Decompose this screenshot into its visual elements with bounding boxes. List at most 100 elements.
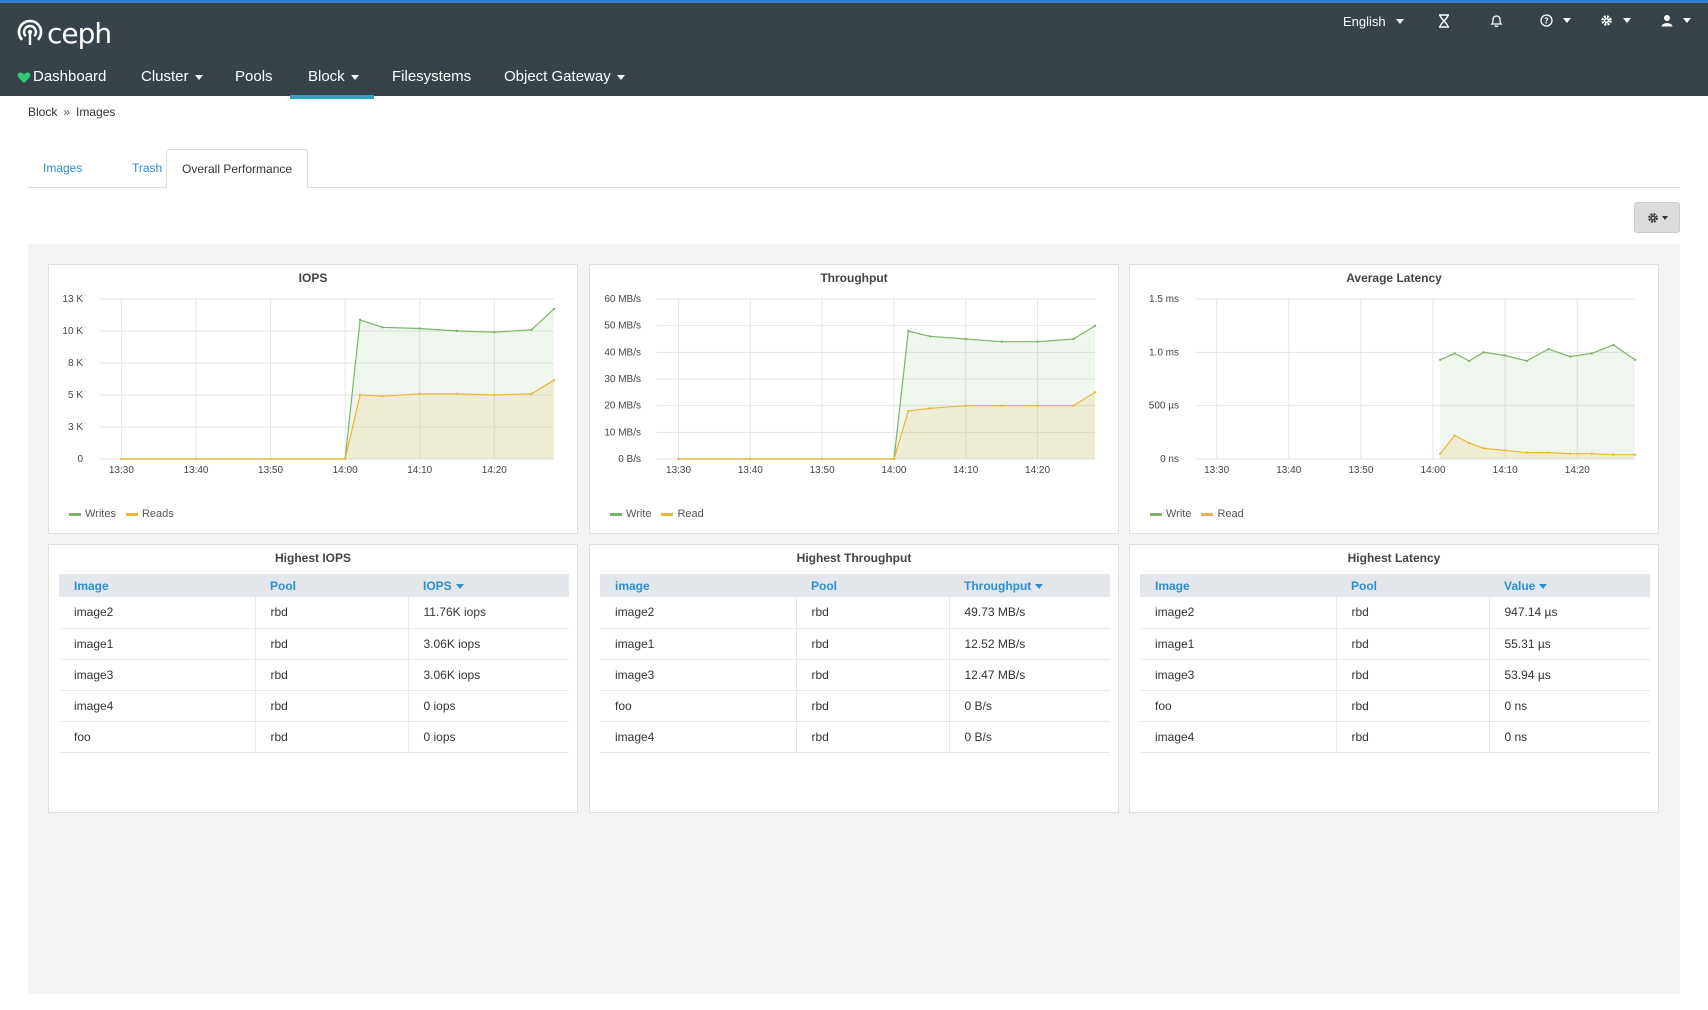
iops-data-point — [455, 329, 459, 333]
legend-read[interactable]: Read — [1201, 508, 1244, 520]
ceph-logo-icon — [17, 19, 43, 45]
cell-image: image3 — [600, 659, 796, 691]
legend-writes[interactable]: Writes — [69, 508, 116, 520]
chevron-down-icon — [350, 75, 359, 80]
column-header-label: Throughput — [964, 578, 1032, 593]
y-tick-label: 0 — [77, 454, 83, 465]
column-header-throughput[interactable]: Throughput — [949, 574, 1110, 597]
legend-write[interactable]: Write — [1150, 508, 1191, 520]
nav-object-gateway[interactable]: Object Gateway — [486, 60, 643, 99]
main-navbar: Dashboard Cluster Pools Block Filesystem… — [0, 60, 1708, 99]
throughput-data-point — [677, 457, 680, 461]
cell-value: 0 iops — [407, 721, 569, 753]
latency-read-area — [1440, 435, 1635, 459]
svg-text:?: ? — [1544, 17, 1549, 26]
write-swatch — [1150, 512, 1162, 516]
x-tick-label: 14:20 — [1025, 465, 1050, 476]
y-tick-label: 10 K — [62, 326, 83, 337]
nav-cluster[interactable]: Cluster — [123, 60, 221, 99]
cell-value: 0 B/s — [948, 721, 1110, 753]
cell-image: image2 — [600, 597, 796, 629]
column-header-image[interactable]: image — [600, 574, 796, 597]
breadcrumb-current: Images — [76, 105, 116, 119]
nav-block[interactable]: Block — [290, 60, 374, 99]
legend-reads[interactable]: Reads — [125, 508, 174, 520]
cell-image: image1 — [1140, 628, 1336, 660]
logo-text: ceph — [47, 16, 112, 50]
breadcrumb-parent[interactable]: Block — [28, 105, 58, 119]
legend-reads-label: Reads — [141, 508, 174, 520]
throughput-data-point — [907, 409, 910, 413]
cell-image: foo — [1140, 690, 1336, 722]
tab-trash[interactable]: Trash — [132, 161, 163, 175]
column-header-label: Pool — [811, 578, 837, 593]
column-header-pool[interactable]: Pool — [796, 574, 949, 597]
column-header-label: Pool — [1351, 578, 1377, 593]
column-header-image[interactable]: Image — [1140, 574, 1336, 597]
nav-block-label: Block — [308, 68, 345, 85]
throughput-write-area — [678, 325, 1095, 459]
column-header-image[interactable]: Image — [59, 574, 255, 597]
table-row: image2 rbd 947.14 µs — [1140, 597, 1650, 629]
nav-dashboard[interactable]: Dashboard — [0, 60, 124, 99]
ceph-logo[interactable]: ceph — [17, 16, 112, 50]
cell-pool: rbd — [1335, 597, 1489, 629]
cell-value: 12.47 MB/s — [948, 659, 1110, 691]
latency-data-point — [1504, 449, 1507, 452]
throughput-data-point — [749, 457, 752, 461]
nav-pools[interactable]: Pools — [217, 60, 291, 99]
iops-chart[interactable]: 13 K 10 K 8 K 5 K 3 K 0 13:30 13:40 13:50 14:00 14… — [49, 265, 579, 505]
write-swatch — [610, 512, 622, 516]
language-selector[interactable]: English — [1343, 14, 1404, 29]
iops-data-point — [530, 328, 533, 331]
column-header-iops[interactable]: IOPS — [408, 574, 569, 597]
throughput-data-point — [928, 407, 932, 410]
x-tick-label: 14:00 — [881, 465, 906, 476]
chevron-down-icon — [1563, 18, 1571, 23]
latency-data-point — [1482, 447, 1485, 450]
user-icon — [1661, 15, 1673, 27]
dashboard-settings-button[interactable] — [1634, 202, 1680, 233]
iops-legend: Writes Reads — [69, 508, 174, 520]
notifications-button[interactable] — [1490, 14, 1503, 28]
breadcrumb: Block » Images — [28, 105, 115, 119]
cell-image: foo — [600, 690, 796, 722]
column-header-value[interactable]: Value — [1489, 574, 1650, 597]
column-header-label: image — [615, 578, 650, 593]
settings-menu[interactable] — [1600, 14, 1631, 27]
cell-pool: rbd — [1335, 659, 1489, 691]
y-tick-label: 5 K — [68, 390, 83, 401]
throughput-data-point — [928, 335, 932, 338]
table-row: image1 rbd 55.31 µs — [1140, 628, 1650, 660]
sort-desc-icon — [455, 583, 464, 589]
column-header-pool[interactable]: Pool — [1336, 574, 1489, 597]
cell-value: 0 B/s — [948, 690, 1110, 722]
sort-desc-icon — [1035, 583, 1044, 589]
latency-data-point — [1612, 453, 1615, 456]
cell-pool: rbd — [254, 690, 408, 722]
tab-overall-performance[interactable]: Overall Performance — [166, 149, 309, 189]
latency-data-point — [1467, 441, 1471, 445]
x-tick-label: 14:00 — [1421, 465, 1446, 476]
user-menu[interactable] — [1661, 14, 1691, 27]
table-row: image4 rbd 0 ns — [1140, 721, 1650, 753]
y-tick-label: 40 MB/s — [604, 347, 641, 358]
y-tick-label: 1.5 ms — [1149, 294, 1179, 305]
legend-write[interactable]: Write — [610, 508, 651, 520]
throughput-data-point — [1072, 404, 1075, 407]
x-tick-label: 13:50 — [258, 465, 283, 476]
nav-dashboard-label: Dashboard — [33, 68, 107, 85]
help-menu[interactable]: ? — [1540, 14, 1571, 27]
throughput-chart[interactable]: 60 MB/s 50 MB/s 40 MB/s 30 MB/s 20 MB/s 10 MB… — [590, 265, 1120, 505]
latency-chart[interactable]: 1.5 ms 1.0 ms 500 µs 0 ns 13:30 13:40 13:50 14:… — [1130, 265, 1660, 505]
iops-data-point — [493, 331, 496, 334]
iops-chart-panel: IOPS 13 K 10 K 8 K 5 K 3 K 0 13:30 13:40 13:50 14… — [48, 264, 578, 534]
table-row: foo rbd 0 B/s — [600, 690, 1110, 722]
nav-filesystems[interactable]: Filesystems — [374, 60, 489, 99]
tab-images[interactable]: Images — [43, 161, 83, 175]
column-header-pool[interactable]: Pool — [255, 574, 408, 597]
cell-pool: rbd — [795, 597, 949, 629]
task-manager-button[interactable] — [1438, 14, 1450, 28]
highest-iops-panel: Highest IOPS Image Pool IOPS image2 rbd 11… — [48, 544, 578, 813]
legend-read[interactable]: Read — [661, 508, 704, 520]
